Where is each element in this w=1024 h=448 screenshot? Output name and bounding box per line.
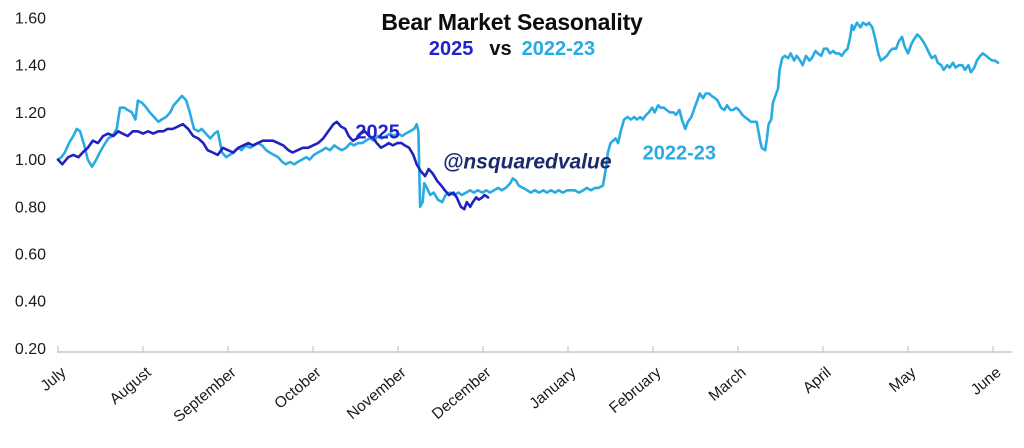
x-axis-labels: July August September October November Decemb… (38, 364, 1005, 426)
x-axis-tick-label: May (886, 364, 920, 396)
y-axis-tick-label: 0.60 (15, 247, 46, 264)
subtitle-2022-23-label: 2022-23 (521, 38, 596, 61)
y-axis-tick-label: 1.00 (15, 152, 46, 169)
x-axis-tick-label: October (271, 364, 324, 412)
x-axis (57, 346, 1012, 353)
y-axis-labels: 1.60 1.40 1.20 1.00 0.80 0.60 0.40 0.20 (15, 11, 46, 358)
x-axis-tick-label: April (800, 364, 835, 397)
chart-subtitle: 2025 vs 2022-23 (0, 38, 1024, 61)
y-axis-tick-label: 1.20 (15, 105, 46, 122)
annotations: 2022-23 2025 @nsquaredvalue (355, 121, 716, 173)
x-axis-tick-label: June (968, 364, 1005, 399)
x-axis-tick-label: September (171, 364, 240, 426)
series-label-2022-23: 2022-23 (643, 143, 716, 165)
series-label-2025: 2025 (355, 121, 400, 143)
x-axis-tick-label: August (107, 364, 155, 408)
x-axis-tick-label: February (606, 364, 665, 417)
x-axis-tick-label: March (706, 364, 750, 405)
subtitle-2025-label: 2025 (428, 38, 474, 61)
x-axis-tick-label: July (38, 364, 70, 395)
y-axis-tick-label: 0.20 (15, 341, 46, 358)
subtitle-vs-label: vs (489, 38, 512, 61)
series-lines (56, 21, 1000, 211)
y-axis-tick-label: 0.80 (15, 199, 46, 216)
x-axis-tick-label: January (526, 364, 579, 413)
series-line-2025 (56, 120, 490, 211)
x-axis-tick-label: December (429, 364, 495, 423)
chart-title: Bear Market Seasonality (381, 9, 643, 35)
x-axis-tick-label: November (344, 364, 410, 423)
y-axis-tick-label: 1.40 (15, 58, 46, 75)
chart-header: Bear Market Seasonality 2025 vs 2022-23 (0, 9, 1024, 61)
watermark-text: @nsquaredvalue (443, 151, 612, 174)
y-axis-tick-label: 0.40 (15, 294, 46, 311)
y-axis-tick-label: 1.60 (15, 11, 46, 28)
